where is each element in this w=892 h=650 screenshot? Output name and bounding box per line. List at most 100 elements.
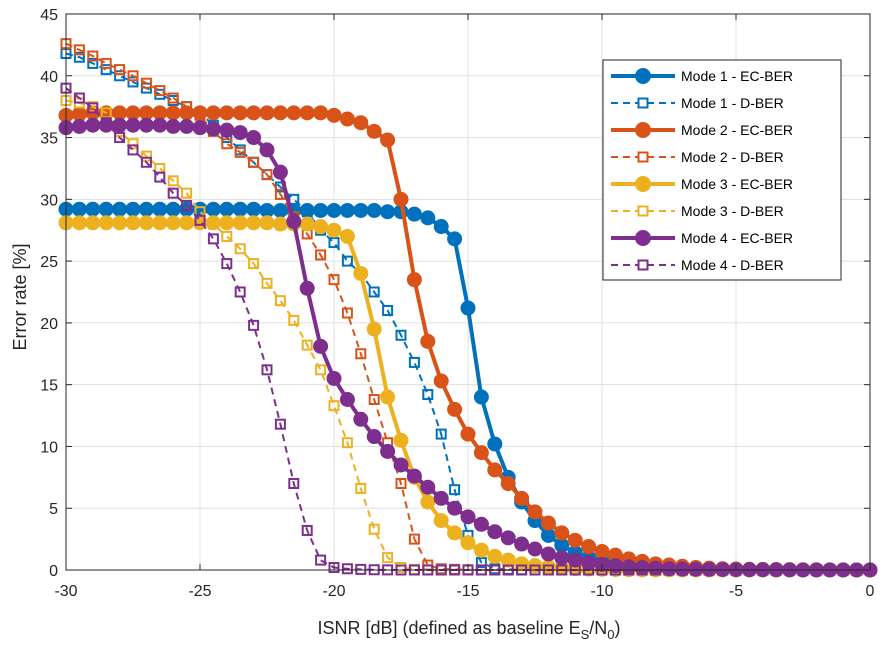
data-point xyxy=(112,215,128,231)
data-point xyxy=(167,175,179,187)
data-point xyxy=(313,219,329,235)
data-point xyxy=(87,50,99,62)
data-point xyxy=(165,118,181,134)
data-point xyxy=(73,44,85,56)
data-point xyxy=(366,123,382,139)
data-point xyxy=(339,391,355,407)
data-point xyxy=(85,117,101,133)
data-point xyxy=(435,428,447,440)
data-point xyxy=(194,214,206,226)
data-point xyxy=(395,478,407,490)
data-point xyxy=(207,218,219,230)
data-point xyxy=(234,286,246,298)
data-point xyxy=(313,338,329,354)
legend-swatch-marker xyxy=(635,176,651,192)
data-point xyxy=(232,125,248,141)
data-point xyxy=(259,105,275,121)
data-point xyxy=(527,541,543,557)
data-point xyxy=(299,280,315,296)
data-point xyxy=(366,429,382,445)
data-point xyxy=(288,314,300,326)
data-point xyxy=(140,150,152,162)
data-point xyxy=(420,333,436,349)
data-point xyxy=(393,191,409,207)
legend-label: Mode 1 - EC-BER xyxy=(681,68,793,84)
data-point xyxy=(154,85,166,97)
data-point xyxy=(100,64,112,76)
data-point xyxy=(339,111,355,127)
data-point xyxy=(205,105,221,121)
data-point xyxy=(261,169,273,181)
data-point xyxy=(500,530,516,546)
legend-item: Mode 3 - D-BER xyxy=(611,203,784,219)
data-point xyxy=(87,102,99,114)
data-point xyxy=(355,348,367,360)
axes: -30 -25 -20 -15 -10 -5 0 0 5 10 15 20 25 30 35 40 45 xyxy=(40,7,874,600)
data-point xyxy=(71,215,87,231)
data-point xyxy=(460,300,476,316)
data-point xyxy=(248,319,260,331)
data-point xyxy=(473,516,489,532)
data-point xyxy=(192,120,208,136)
y-tick-label: 0 xyxy=(49,563,58,580)
data-point xyxy=(341,437,353,449)
data-point xyxy=(301,206,313,218)
legend: Mode 1 - EC-BER Mode 1 - D-BER Mode 2 - EC… xyxy=(602,59,842,281)
legend-swatch-marker xyxy=(637,97,649,109)
x-tick-label: 0 xyxy=(866,583,875,600)
data-point xyxy=(167,92,179,104)
data-point xyxy=(527,504,543,520)
legend-box xyxy=(602,59,842,281)
data-point xyxy=(232,215,248,231)
data-point xyxy=(341,307,353,319)
data-point xyxy=(205,201,221,217)
data-point xyxy=(447,525,463,541)
data-point xyxy=(248,156,260,168)
data-point xyxy=(408,533,420,545)
y-tick-label: 5 xyxy=(49,501,58,518)
x-tick-label: -30 xyxy=(54,583,77,600)
data-point xyxy=(326,222,342,238)
data-point xyxy=(179,118,195,134)
legend-item: Mode 4 - D-BER xyxy=(611,257,784,273)
data-point xyxy=(368,286,380,298)
data-point xyxy=(286,105,302,121)
data-point xyxy=(246,105,262,121)
data-point xyxy=(100,117,112,129)
data-point xyxy=(165,201,181,217)
data-point xyxy=(475,557,487,569)
data-point xyxy=(127,76,139,88)
y-tick-label: 45 xyxy=(40,7,58,24)
data-point xyxy=(299,105,315,121)
data-point xyxy=(326,202,342,218)
data-point xyxy=(460,535,476,551)
data-point xyxy=(246,130,262,146)
legend-label: Mode 3 - EC-BER xyxy=(681,176,793,192)
data-point xyxy=(353,115,369,131)
legend-swatch-marker xyxy=(635,122,651,138)
data-point xyxy=(328,237,340,249)
data-point xyxy=(339,228,355,244)
data-point xyxy=(154,171,166,183)
data-point xyxy=(259,142,275,158)
data-point xyxy=(232,201,248,217)
data-point xyxy=(540,515,556,531)
data-point xyxy=(140,77,152,89)
data-point xyxy=(473,445,489,461)
y-tick-label: 30 xyxy=(40,192,58,209)
data-point xyxy=(71,118,87,134)
data-point xyxy=(125,201,141,217)
legend-swatch-marker xyxy=(637,259,649,271)
legend-swatch-marker xyxy=(635,68,651,84)
data-point xyxy=(288,478,300,490)
legend-item: Mode 4 - EC-BER xyxy=(611,230,793,246)
data-point xyxy=(112,201,128,217)
data-point xyxy=(152,201,168,217)
legend-item: Mode 1 - EC-BER xyxy=(611,68,793,84)
x-axis-label-mid: /N xyxy=(589,618,607,638)
y-tick-label: 25 xyxy=(40,254,58,271)
data-point xyxy=(420,210,436,226)
data-point xyxy=(366,202,382,218)
data-point xyxy=(165,105,181,121)
